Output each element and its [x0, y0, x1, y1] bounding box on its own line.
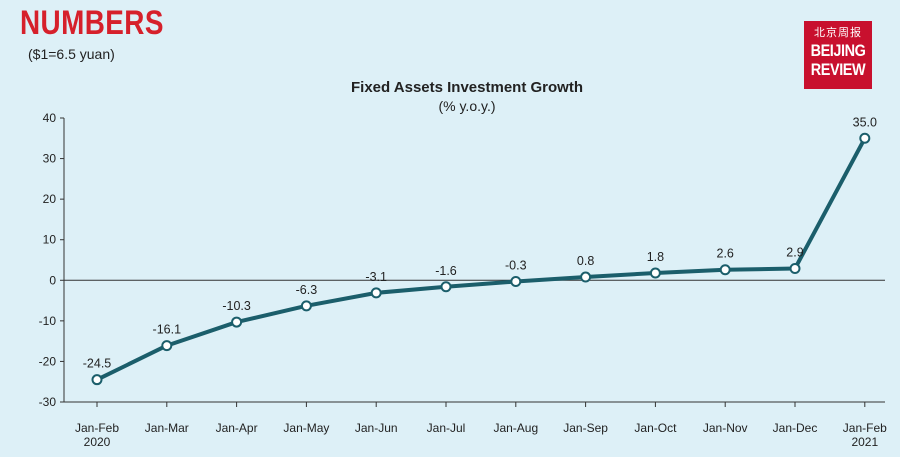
x-tick-label: Jan-Sep: [563, 421, 608, 435]
x-tick-label: 2020: [84, 435, 111, 449]
y-tick-label: -10: [39, 314, 57, 328]
data-label: 1.8: [647, 250, 664, 264]
data-point: [510, 276, 522, 288]
x-tick-label: Jan-Oct: [634, 421, 677, 435]
chart-title: Fixed Assets Investment Growth: [351, 79, 583, 96]
data-point: [440, 281, 452, 293]
data-point: [859, 132, 871, 144]
x-tick-label: Jan-Apr: [216, 421, 258, 435]
data-label: -24.5: [83, 357, 112, 371]
data-label: -6.3: [296, 283, 318, 297]
x-tick-label: Jan-Nov: [703, 421, 748, 435]
data-label: 35.0: [853, 115, 877, 129]
data-label: -10.3: [222, 299, 251, 313]
chart-subtitle: (% y.o.y.): [438, 98, 495, 114]
logo-line-1: BEIJING: [810, 41, 866, 60]
y-tick-label: 30: [43, 152, 57, 166]
data-label: -3.1: [365, 270, 387, 284]
x-tick-label: Jan-Feb: [75, 421, 119, 435]
data-point: [580, 271, 592, 283]
exchange-rate-note: ($1=6.5 yuan): [28, 46, 115, 62]
y-tick-label: 40: [43, 111, 57, 125]
y-tick-label: -20: [39, 354, 57, 368]
beijing-review-logo: 北京周报 BEIJING REVIEW: [804, 21, 872, 89]
y-tick-label: 10: [43, 233, 57, 247]
data-label: 2.9: [786, 246, 803, 260]
data-point: [91, 374, 103, 386]
data-label: -16.1: [153, 323, 182, 337]
x-tick-label: Jan-Feb: [843, 421, 887, 435]
page-title: NUMBERS: [20, 4, 164, 42]
x-tick-label: 2021: [851, 435, 878, 449]
y-tick-label: 20: [43, 192, 57, 206]
y-tick-label: -30: [39, 395, 57, 409]
data-point: [789, 263, 801, 275]
data-point: [649, 267, 661, 279]
x-tick-label: Jan-Jul: [427, 421, 466, 435]
x-tick-label: Jan-Jun: [355, 421, 398, 435]
data-label: -0.3: [505, 259, 527, 273]
logo-line-2: REVIEW: [810, 60, 866, 79]
logo-chinese-text: 北京周报: [814, 26, 862, 39]
data-label: 0.8: [577, 254, 594, 268]
data-label: 2.6: [717, 247, 734, 261]
data-point: [719, 264, 731, 276]
y-tick-label: 0: [49, 273, 56, 287]
data-point: [370, 287, 382, 299]
x-tick-label: Jan-Aug: [493, 421, 538, 435]
data-label: -1.6: [435, 264, 457, 278]
data-point: [231, 316, 243, 328]
x-tick-label: Jan-Mar: [145, 421, 189, 435]
series-line: [95, 136, 867, 382]
x-tick-label: Jan-Dec: [773, 421, 818, 435]
data-point: [300, 300, 312, 312]
x-tick-label: Jan-May: [283, 421, 329, 435]
data-point: [161, 340, 173, 352]
